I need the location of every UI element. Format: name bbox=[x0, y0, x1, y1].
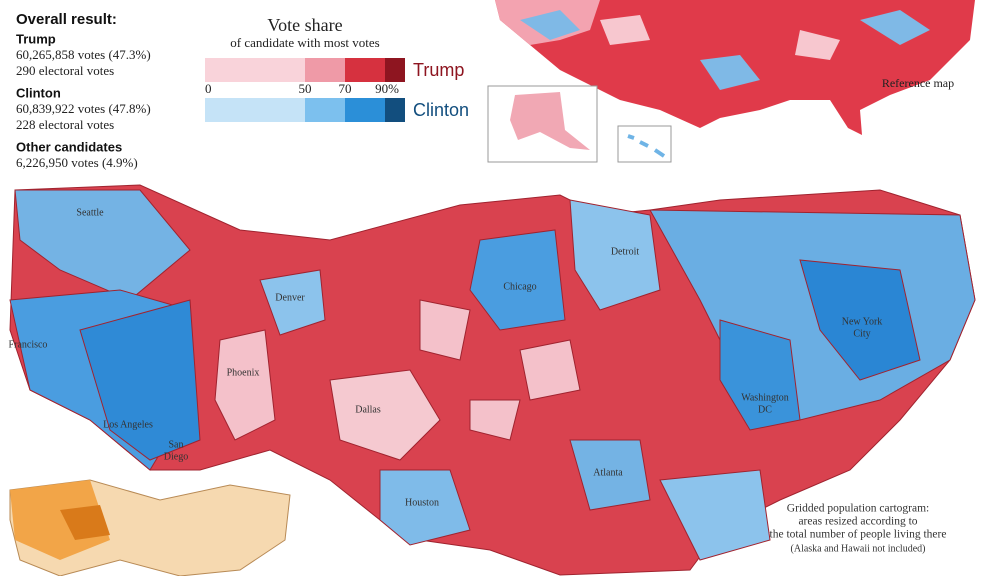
legend-label: Trump bbox=[413, 60, 464, 80]
legend-swatch bbox=[385, 98, 405, 122]
city-label: Seattle bbox=[76, 207, 104, 218]
city-labels: Seattle Francisco Denver Phoenix Los Angeles… bbox=[9, 207, 883, 508]
city-label: Los Angeles bbox=[103, 419, 153, 430]
blob bbox=[419, 299, 581, 441]
legend: Vote share of candidate with most votes … bbox=[205, 15, 469, 122]
legend-tick: 70 bbox=[339, 81, 352, 96]
reference-blue bbox=[520, 10, 930, 90]
legend-title: Vote share bbox=[267, 15, 342, 35]
legend-swatch bbox=[305, 58, 345, 82]
candidate-name: Other candidates bbox=[16, 139, 122, 154]
alaska bbox=[510, 92, 590, 150]
blob bbox=[259, 269, 326, 336]
blob bbox=[379, 469, 471, 546]
legend-swatch bbox=[205, 98, 305, 122]
blob bbox=[79, 299, 201, 461]
blob bbox=[569, 439, 651, 511]
legend-tick: 90% bbox=[375, 81, 399, 96]
legend-label: Clinton bbox=[413, 100, 469, 120]
city-label: New York bbox=[842, 316, 883, 327]
city-label: Atlanta bbox=[593, 467, 623, 478]
candidate-votes: 6,226,950 votes (4.9%) bbox=[16, 155, 138, 170]
inset-region bbox=[10, 480, 110, 560]
city-label: Diego bbox=[164, 451, 188, 462]
city-label: DC bbox=[758, 404, 772, 415]
legend-swatch bbox=[345, 98, 385, 122]
reference-light bbox=[600, 15, 840, 60]
legend-subtitle: of candidate with most votes bbox=[230, 35, 379, 50]
legend-swatch bbox=[345, 58, 385, 82]
city-label: Chicago bbox=[503, 281, 536, 292]
legend-swatch bbox=[205, 58, 305, 82]
city-label: San bbox=[169, 439, 184, 450]
city-label: Dallas bbox=[355, 404, 381, 415]
caption-line: areas resized according to bbox=[798, 516, 917, 528]
caption-line: Gridded population cartogram: bbox=[787, 503, 929, 515]
city-label: Washington bbox=[741, 392, 789, 403]
candidate-votes: 60,265,858 votes (47.3%) bbox=[16, 47, 151, 62]
cartogram bbox=[9, 184, 976, 576]
city-label: Houston bbox=[405, 497, 439, 508]
legend-tick: 0 bbox=[205, 81, 212, 96]
blob bbox=[469, 229, 566, 331]
city-label: Francisco bbox=[9, 339, 48, 350]
blob bbox=[659, 469, 771, 561]
city-label: Phoenix bbox=[227, 367, 260, 378]
blob bbox=[569, 199, 661, 311]
reference-label: Reference map bbox=[882, 76, 954, 90]
city-label: Detroit bbox=[611, 246, 640, 257]
caption-note: (Alaska and Hawaii not included) bbox=[791, 543, 926, 554]
caption-line: the total number of people living there bbox=[770, 529, 947, 541]
results-title: Overall result: bbox=[16, 11, 117, 28]
candidate-electoral: 228 electoral votes bbox=[16, 117, 114, 132]
blob bbox=[329, 369, 441, 461]
legend-tick: 50 bbox=[299, 81, 312, 96]
legend-swatch bbox=[385, 58, 405, 82]
blob bbox=[799, 259, 921, 381]
caption: Gridded population cartogram:areas resiz… bbox=[770, 503, 947, 555]
reference-map: Reference map bbox=[487, 0, 975, 163]
blob bbox=[214, 329, 276, 441]
city-label: City bbox=[853, 328, 870, 339]
candidate-name: Clinton bbox=[16, 85, 61, 100]
candidate-name: Trump bbox=[16, 31, 56, 46]
city-label: Denver bbox=[275, 292, 305, 303]
blob bbox=[719, 319, 801, 431]
candidate-votes: 60,839,922 votes (47.8%) bbox=[16, 101, 151, 116]
inset-region bbox=[60, 505, 110, 540]
hawaii bbox=[627, 134, 666, 158]
candidate-electoral: 290 electoral votes bbox=[16, 63, 114, 78]
legend-swatch bbox=[305, 98, 345, 122]
